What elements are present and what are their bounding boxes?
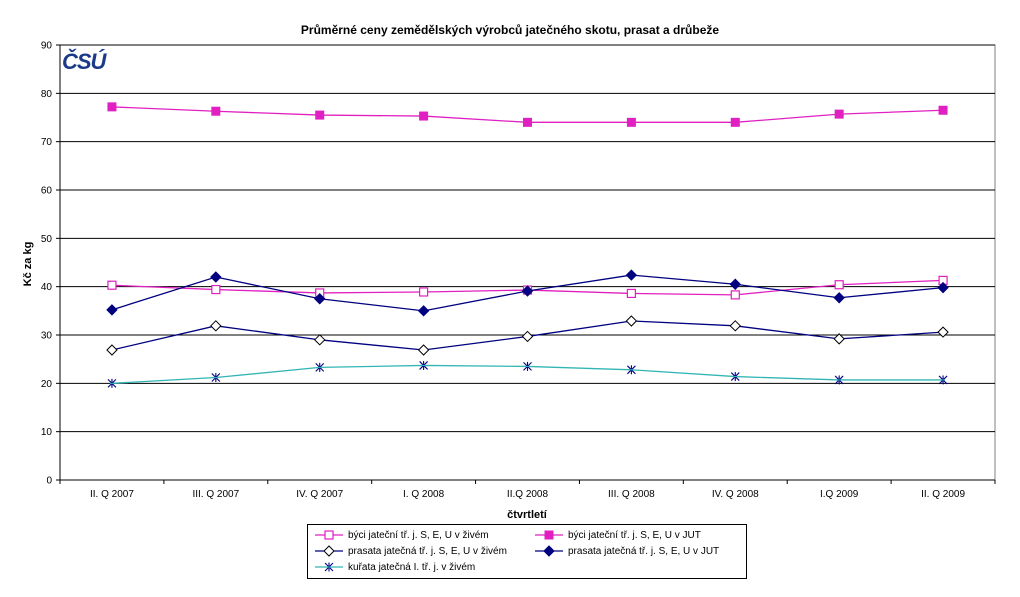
- data-point: [730, 290, 740, 300]
- data-point: [417, 305, 430, 317]
- series-3: [106, 315, 949, 356]
- data-point: [523, 117, 532, 127]
- legend-label: býci jateční tř. j. S, E, U v živém: [348, 529, 489, 541]
- y-tick-label: 10: [41, 427, 53, 438]
- x-tick-label: II. Q 2009: [921, 489, 965, 500]
- data-point: [106, 304, 118, 316]
- chart-title: Průměrné ceny zemědělských výrobců jateč…: [300, 23, 720, 37]
- data-point: [834, 109, 844, 119]
- data-point: [938, 375, 948, 385]
- legend-label: prasata jatečná tř. j. S, E, U v JUT: [568, 545, 720, 557]
- data-point: [107, 102, 117, 112]
- data-point: [834, 280, 844, 290]
- data-point: [523, 361, 532, 371]
- data-point: [210, 271, 222, 283]
- data-point: [938, 105, 948, 115]
- data-point: [107, 280, 117, 290]
- data-point: [730, 117, 740, 127]
- data-point: [625, 315, 638, 327]
- x-tick-label: IV. Q 2008: [712, 489, 759, 500]
- data-point: [211, 373, 221, 383]
- series-5: [107, 360, 948, 388]
- x-tick-label: I.Q 2009: [820, 489, 859, 500]
- series-4: [106, 269, 949, 317]
- legend-item: prasata jatečná tř. j. S, E, U v živém: [314, 545, 507, 557]
- data-point: [106, 344, 118, 356]
- data-point: [521, 285, 534, 297]
- y-tick-label: 90: [41, 41, 53, 52]
- data-point: [626, 117, 636, 127]
- y-tick-label: 20: [41, 379, 53, 390]
- y-tick-label: 70: [41, 137, 53, 148]
- x-tick-label: I. Q 2008: [403, 489, 445, 500]
- legend-label: býci jateční tř. j. S, E, U v JUT: [568, 529, 701, 541]
- legend-item: kuřata jatečná I. tř. j. v živém: [314, 561, 475, 573]
- x-tick-label: III. Q 2007: [192, 489, 239, 500]
- data-point: [314, 293, 326, 305]
- legend-swatch: [315, 530, 343, 540]
- csu-logo: ČSÚ: [62, 49, 106, 74]
- x-tick-label: II. Q 2007: [90, 489, 134, 500]
- data-point: [419, 287, 429, 297]
- data-point: [627, 365, 636, 375]
- data-point: [834, 375, 844, 385]
- data-point: [625, 269, 638, 281]
- data-point: [729, 278, 741, 290]
- y-tick-label: 0: [46, 476, 52, 487]
- chart-legend: býci jateční tř. j. S, E, U v živém býci …: [307, 524, 747, 579]
- y-tick-label: 30: [41, 331, 53, 342]
- data-point: [730, 372, 740, 382]
- legend-swatch: [535, 545, 563, 557]
- legend-item: býci jateční tř. j. S, E, U v JUT: [534, 529, 701, 541]
- data-point: [107, 378, 117, 388]
- data-point: [833, 292, 845, 304]
- data-point: [626, 288, 636, 299]
- x-tick-label: III. Q 2008: [608, 489, 655, 500]
- data-point: [210, 320, 222, 332]
- data-point: [419, 360, 429, 370]
- data-point: [211, 106, 221, 116]
- legend-item: býci jateční tř. j. S, E, U v živém: [314, 529, 489, 541]
- legend-swatch: [535, 530, 563, 540]
- y-tick-label: 60: [41, 186, 53, 197]
- legend-label: kuřata jatečná I. tř. j. v živém: [348, 561, 476, 573]
- x-tick-label: IV. Q 2007: [296, 489, 343, 500]
- y-axis-label: Kč za kg: [22, 242, 34, 287]
- data-point: [833, 333, 845, 345]
- data-point: [729, 320, 741, 332]
- data-point: [315, 362, 325, 372]
- data-point: [937, 281, 949, 294]
- data-point: [419, 111, 429, 121]
- data-point: [937, 326, 949, 338]
- legend-label: prasata jatečná tř. j. S, E, U v živém: [348, 545, 507, 557]
- data-point: [211, 284, 221, 295]
- y-tick-label: 40: [41, 282, 53, 293]
- y-tick-label: 80: [41, 89, 53, 100]
- legend-swatch: [315, 545, 343, 557]
- data-point: [314, 334, 326, 346]
- legend-item: prasata jatečná tř. j. S, E, U v JUT: [534, 545, 719, 557]
- x-tick-label: II.Q 2008: [507, 489, 549, 500]
- data-point: [417, 344, 430, 356]
- x-axis-label: čtvrtletí: [507, 509, 548, 521]
- data-point: [315, 110, 325, 120]
- y-tick-label: 50: [41, 234, 53, 245]
- series-2: [107, 102, 948, 127]
- legend-swatch: [315, 562, 343, 572]
- data-point: [521, 330, 534, 343]
